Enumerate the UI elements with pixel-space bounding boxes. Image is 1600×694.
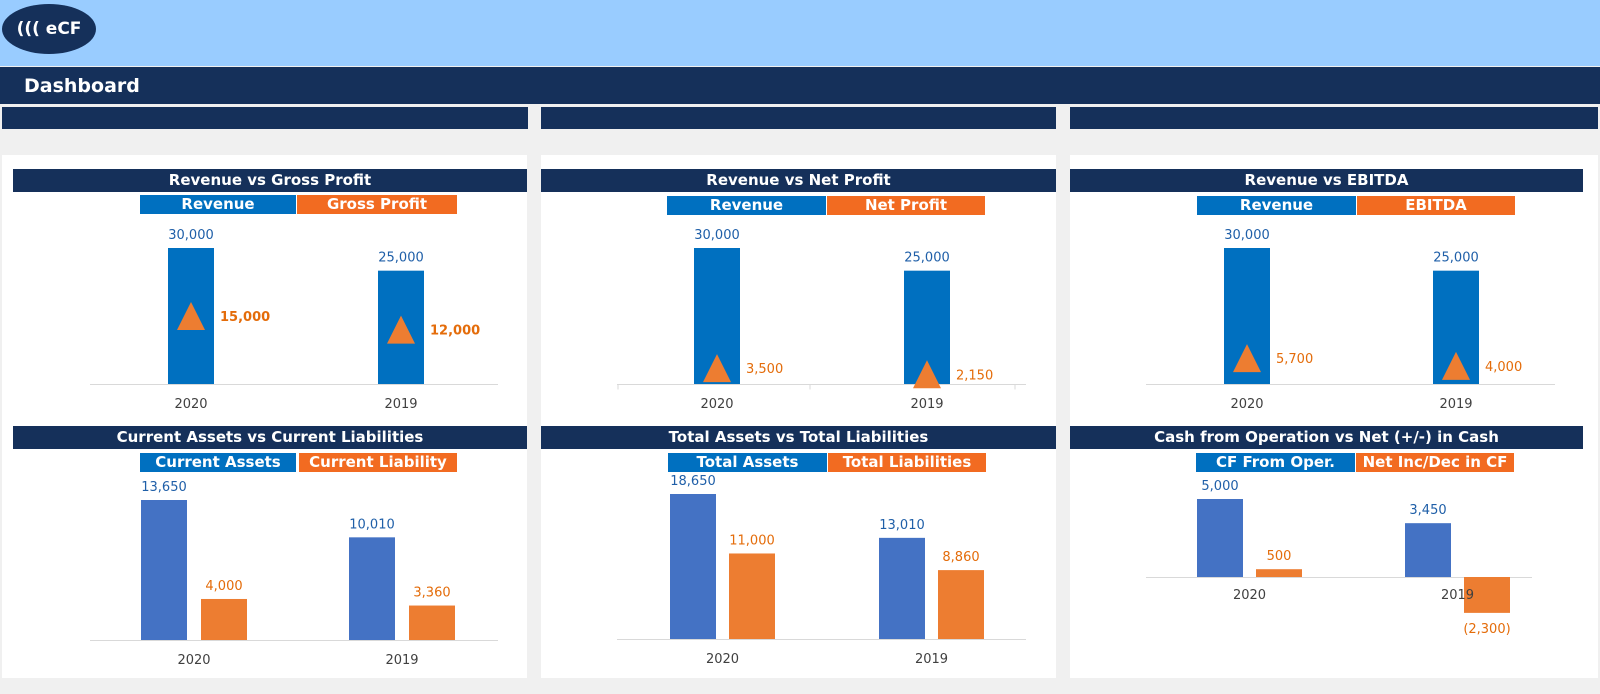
- data-label: 13,650: [141, 480, 187, 495]
- data-label: 11,000: [729, 533, 775, 548]
- bar-current-liability-2020: [201, 598, 247, 640]
- marker-gross-profit-2020: [177, 302, 205, 330]
- marker-ebitda-2019: [1442, 351, 1470, 380]
- bar-cf-from-oper--2019: [1405, 523, 1451, 577]
- data-label: 2,150: [956, 368, 993, 383]
- category-label: 2019: [1441, 588, 1474, 603]
- data-label: 18,650: [670, 474, 716, 489]
- data-label: 3,360: [413, 586, 450, 601]
- legend-item-primary: Revenue: [140, 195, 296, 214]
- data-label: 4,000: [205, 579, 242, 594]
- data-label: (2,300): [1463, 622, 1510, 637]
- category-label: 2019: [384, 397, 417, 412]
- data-label: 25,000: [1433, 251, 1479, 266]
- data-label: 30,000: [168, 228, 214, 243]
- marker-gross-profit-2019: [387, 315, 415, 344]
- category-label: 2020: [177, 653, 210, 668]
- bar-current-liability-2019: [409, 605, 455, 640]
- bar-chart: 5,000 500 2020 3,450 (2,300) 2019: [1146, 479, 1532, 637]
- legend-item-primary: CF From Oper.: [1196, 453, 1355, 472]
- legend-item-secondary: Gross Profit: [297, 195, 457, 214]
- data-label: 12,000: [430, 324, 480, 339]
- category-label: 2020: [174, 397, 207, 412]
- data-label: 3,450: [1409, 503, 1446, 518]
- legend-item-primary: Total Assets: [668, 453, 827, 472]
- category-label: 2019: [1439, 397, 1472, 412]
- bar-chart: 30,000 15,000 2020 25,000 12,000 2019: [90, 228, 498, 412]
- bar-chart: 30,000 5,700 2020 25,000 4,000 2019: [1146, 228, 1555, 412]
- data-label: 25,000: [904, 251, 950, 266]
- category-label: 2020: [1233, 588, 1266, 603]
- data-label: 5,000: [1201, 479, 1238, 494]
- chart-title: Current Assets vs Current Liabilities: [13, 426, 527, 449]
- bar-net-inc-dec-in-cf-2019: [1464, 577, 1510, 613]
- logo[interactable]: ((( eCF: [2, 4, 96, 54]
- data-label: 8,860: [942, 550, 979, 565]
- data-label: 10,010: [349, 517, 395, 532]
- data-label: 25,000: [378, 251, 424, 266]
- data-label: 30,000: [694, 228, 740, 243]
- chart-title: Revenue vs Net Profit: [541, 169, 1056, 192]
- data-label: 3,500: [746, 362, 783, 377]
- category-label: 2020: [1230, 397, 1263, 412]
- bar-net-inc-dec-in-cf-2020: [1256, 569, 1302, 577]
- bar-current-assets-2019: [349, 537, 395, 640]
- bar-total-liabilities-2019: [938, 570, 984, 639]
- bar-total-assets-2020: [670, 494, 716, 639]
- data-label: 5,700: [1276, 352, 1313, 367]
- bar-chart: 18,650 11,000 2020 13,010 8,860 2019: [617, 474, 1026, 667]
- page-title: Dashboard: [24, 75, 140, 97]
- bar-chart: 30,000 3,500 2020 25,000 2,150 2019: [617, 228, 1026, 412]
- dashboard-header-bar: Dashboard: [0, 67, 1600, 104]
- marker-ebitda-2020: [1233, 344, 1261, 373]
- data-label: 500: [1267, 549, 1292, 564]
- chart-title: Total Assets vs Total Liabilities: [541, 426, 1056, 449]
- chart-title: Revenue vs EBITDA: [1070, 169, 1583, 192]
- data-label: 30,000: [1224, 228, 1270, 243]
- data-label: 15,000: [220, 310, 270, 325]
- section-strip-1: [2, 107, 528, 129]
- legend-item-primary: Revenue: [1197, 196, 1356, 215]
- legend-item-secondary: Net Inc/Dec in CF: [1356, 453, 1514, 472]
- marker-net-profit-2020: [703, 354, 731, 383]
- data-label: 4,000: [1485, 360, 1522, 375]
- category-label: 2019: [385, 653, 418, 668]
- legend-item-secondary: Current Liability: [299, 453, 457, 472]
- bar-total-liabilities-2020: [729, 553, 775, 639]
- legend-item-secondary: Net Profit: [827, 196, 985, 215]
- category-label: 2020: [700, 397, 733, 412]
- category-label: 2020: [706, 652, 739, 667]
- bar-current-assets-2020: [141, 500, 187, 640]
- chart-title: Revenue vs Gross Profit: [13, 169, 527, 192]
- category-label: 2019: [915, 652, 948, 667]
- legend-item-secondary: Total Liabilities: [828, 453, 986, 472]
- section-strip-3: [1070, 107, 1598, 129]
- legend-item-primary: Current Assets: [140, 453, 296, 472]
- chart-title: Cash from Operation vs Net (+/-) in Cash: [1070, 426, 1583, 449]
- bar-total-assets-2019: [879, 537, 925, 639]
- legend-item-secondary: EBITDA: [1357, 196, 1515, 215]
- bar-cf-from-oper--2020: [1197, 499, 1243, 577]
- legend-item-primary: Revenue: [667, 196, 826, 215]
- category-label: 2019: [910, 397, 943, 412]
- top-banner: ((( eCF: [0, 0, 1600, 66]
- section-strip-2: [541, 107, 1056, 129]
- data-label: 13,010: [879, 518, 925, 533]
- marker-net-profit-2019: [913, 360, 941, 389]
- bar-chart: 13,650 4,000 2020 10,010 3,360 2019: [90, 480, 498, 668]
